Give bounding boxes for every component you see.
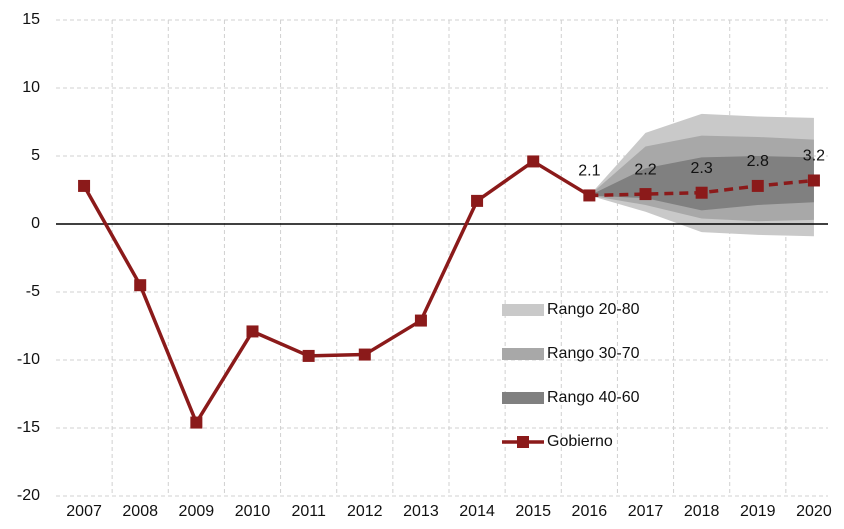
marker — [246, 325, 259, 338]
y-tick-label: -15 — [17, 419, 40, 436]
y-tick-label: 5 — [31, 147, 40, 164]
data-label: 2.1 — [578, 163, 600, 180]
x-tick-label: 2008 — [122, 503, 158, 520]
marker — [527, 155, 540, 168]
x-tick-label: 2016 — [572, 503, 608, 520]
data-label: 2.3 — [691, 160, 713, 177]
x-tick-label: 2018 — [684, 503, 720, 520]
x-tick-label: 2010 — [235, 503, 271, 520]
x-tick-label: 2009 — [179, 503, 215, 520]
legend-swatch — [502, 348, 544, 360]
x-tick-label: 2012 — [347, 503, 383, 520]
marker — [134, 279, 147, 292]
marker — [471, 194, 484, 207]
x-tick-label: 2007 — [66, 503, 102, 520]
marker — [302, 349, 315, 362]
legend-swatch — [502, 392, 544, 404]
y-tick-label: -20 — [17, 487, 40, 504]
series-line — [82, 159, 591, 425]
marker — [190, 416, 203, 429]
y-tick-label: 10 — [22, 79, 40, 96]
marker — [639, 188, 652, 201]
legend-swatch — [502, 304, 544, 316]
x-tick-label: 2013 — [403, 503, 439, 520]
marker — [414, 314, 427, 327]
marker — [751, 179, 764, 192]
y-tick-label: 0 — [31, 215, 40, 232]
data-label: 2.8 — [747, 153, 769, 170]
x-tick-label: 2011 — [291, 503, 326, 520]
y-tick-label: 15 — [22, 11, 40, 28]
data-label: 3.2 — [803, 148, 825, 165]
x-tick-label: 2015 — [515, 503, 551, 520]
y-tick-label: -5 — [26, 283, 40, 300]
marker — [78, 179, 91, 192]
y-tick-label: -10 — [17, 351, 40, 368]
x-tick-label: 2014 — [459, 503, 495, 520]
marker — [695, 186, 708, 199]
x-tick-label: 2020 — [796, 503, 832, 520]
x-tick-label: 2019 — [740, 503, 776, 520]
x-tick-label: 2017 — [628, 503, 664, 520]
legend-label: Rango 20-80 — [547, 301, 640, 318]
legend-label: Rango 40-60 — [547, 389, 640, 406]
marker — [583, 189, 596, 202]
legend-label: Rango 30-70 — [547, 345, 640, 362]
legend-label: Gobierno — [547, 433, 613, 450]
marker — [807, 174, 820, 187]
legend-swatch-marker — [517, 436, 529, 448]
data-label: 2.2 — [634, 161, 656, 178]
marker — [358, 348, 371, 361]
